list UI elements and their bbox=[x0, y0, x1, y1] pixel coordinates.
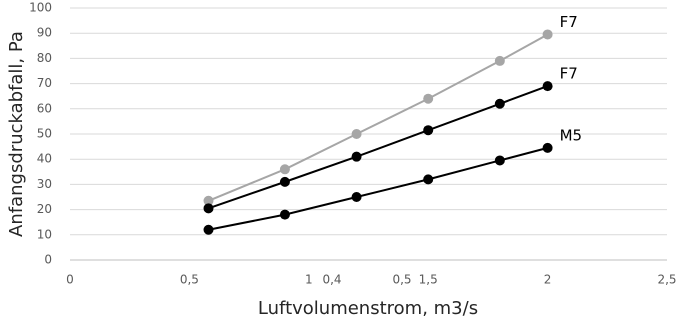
x-tick-label: 2 bbox=[544, 273, 552, 287]
x-tick-label: 1 bbox=[305, 273, 313, 287]
y-tick-label: 90 bbox=[37, 26, 52, 40]
series-point bbox=[542, 81, 553, 92]
series-label: F7 bbox=[560, 13, 578, 31]
annotation: 0,4 bbox=[322, 273, 341, 287]
series-point bbox=[423, 93, 434, 104]
series-label: F7 bbox=[560, 65, 578, 83]
y-tick-label: 50 bbox=[37, 127, 52, 141]
y-tick-label: 20 bbox=[37, 202, 52, 216]
x-tick-label: 1,5 bbox=[419, 273, 438, 287]
series-point bbox=[542, 29, 553, 40]
y-tick-label: 30 bbox=[37, 177, 52, 191]
series-point bbox=[494, 98, 505, 109]
series-point bbox=[423, 125, 434, 136]
y-tick-label: 0 bbox=[44, 253, 52, 267]
series-point bbox=[279, 164, 290, 175]
x-tick-label: 2,5 bbox=[657, 273, 676, 287]
series-point bbox=[203, 203, 214, 214]
series-line bbox=[208, 85, 548, 210]
series-point bbox=[494, 55, 505, 66]
y-tick-label: 100 bbox=[29, 1, 52, 15]
series-point bbox=[351, 151, 362, 162]
series-point bbox=[279, 209, 290, 220]
series-point bbox=[351, 129, 362, 139]
y-tick-label: 10 bbox=[37, 227, 52, 241]
x-tick-label: 0 bbox=[66, 273, 74, 287]
y-axis-label: Anfangsdruckabfall, Pa bbox=[6, 31, 27, 237]
x-tick-label: 0,5 bbox=[180, 273, 199, 287]
y-tick-label: 40 bbox=[37, 152, 52, 166]
series-line bbox=[208, 146, 548, 231]
series-line bbox=[208, 33, 549, 202]
annotation: 0,5 bbox=[392, 273, 411, 287]
series-label: M5 bbox=[560, 126, 583, 144]
series-point bbox=[203, 224, 214, 235]
y-tick-label: 80 bbox=[37, 51, 52, 65]
x-axis-label: Luftvolumenstrom, m3/s bbox=[258, 298, 478, 319]
series-point bbox=[494, 155, 505, 166]
y-tick-label: 70 bbox=[37, 76, 52, 90]
y-tick-label: 60 bbox=[37, 101, 52, 115]
series-point bbox=[542, 142, 553, 153]
series-point bbox=[279, 176, 290, 187]
series-point bbox=[423, 174, 434, 185]
series-point bbox=[351, 192, 362, 202]
series-point bbox=[203, 195, 214, 206]
